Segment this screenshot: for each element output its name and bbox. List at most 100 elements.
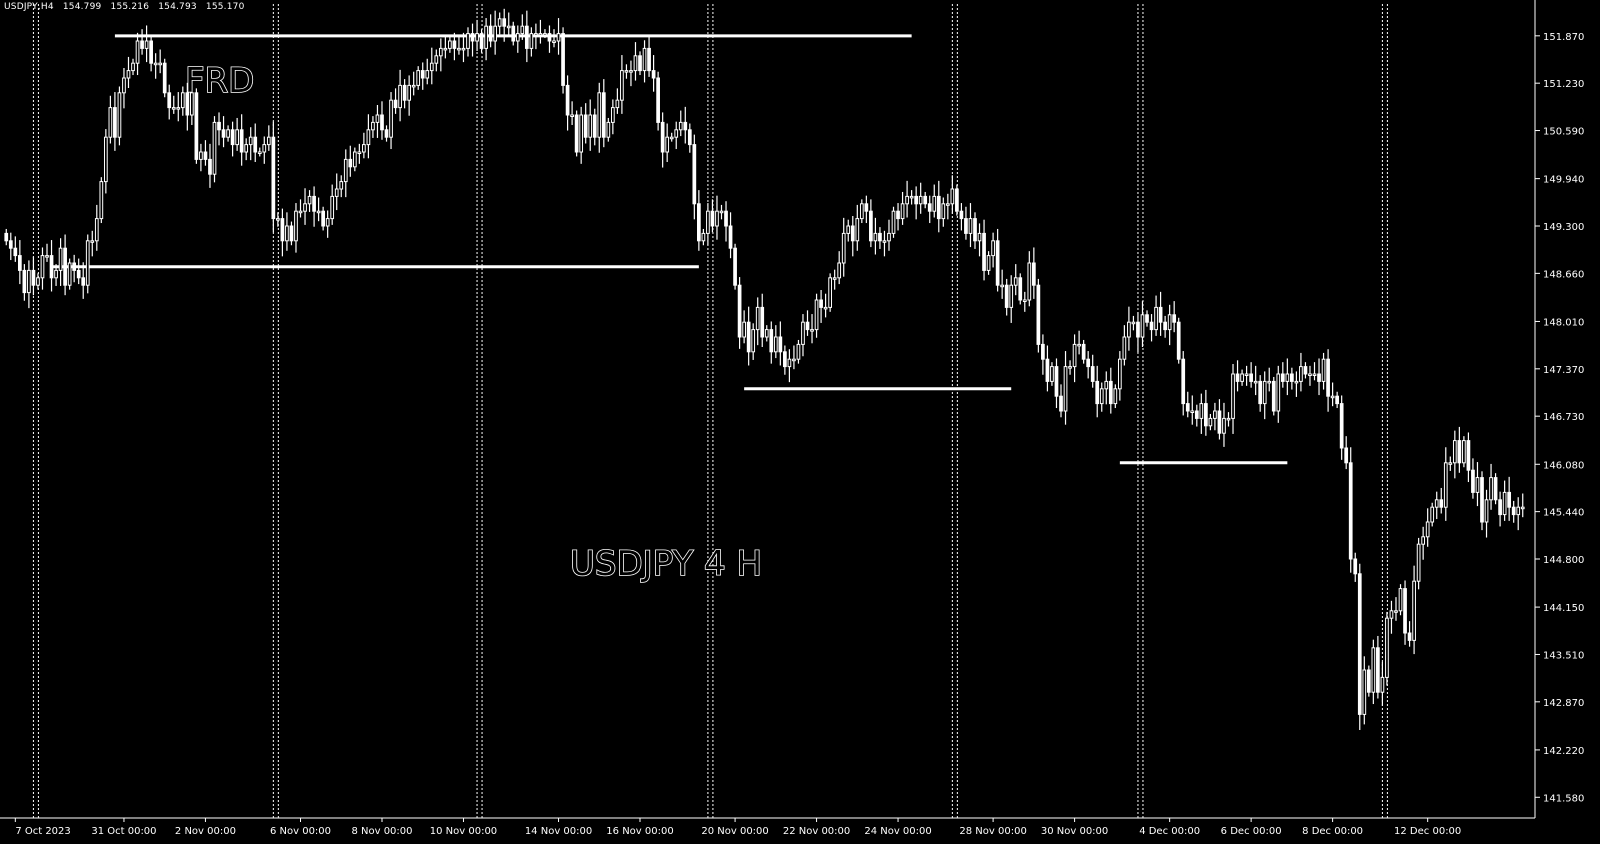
candle-body <box>1145 314 1149 323</box>
candle-body <box>850 225 855 242</box>
candle-body <box>357 151 362 154</box>
candle-body <box>832 277 837 280</box>
candle-body <box>515 33 520 42</box>
candle-body <box>814 299 819 331</box>
candle-body <box>801 321 805 345</box>
candle-body <box>176 107 181 110</box>
candle-body <box>1398 588 1403 612</box>
price-tick-label: 146.730 <box>1543 412 1584 423</box>
candle-body <box>371 121 375 131</box>
candle-body <box>642 47 647 72</box>
candle-body <box>588 114 593 138</box>
candle-body <box>769 329 774 353</box>
candle-body <box>457 47 461 51</box>
candle-body <box>493 25 498 42</box>
candle-body <box>22 269 27 294</box>
candle-body <box>72 262 77 271</box>
candle-body <box>452 40 457 49</box>
candle-body <box>90 240 95 243</box>
candle-body <box>1000 284 1005 288</box>
candle-body <box>307 195 312 205</box>
candle-body <box>1308 373 1312 376</box>
candle-body <box>1276 373 1281 412</box>
candle-body <box>49 255 54 279</box>
candle-body <box>534 33 538 36</box>
candle-body <box>466 33 470 49</box>
candle-body <box>1172 314 1177 323</box>
candle-body <box>1222 417 1226 434</box>
candle-body <box>244 144 249 153</box>
candle-body <box>1240 373 1244 382</box>
candle-body <box>1371 647 1376 693</box>
candle-body <box>1339 403 1344 449</box>
candle-body <box>995 240 1000 286</box>
candle-body <box>647 47 651 72</box>
candle-body <box>1466 440 1471 471</box>
candle-body <box>1271 380 1276 412</box>
price-tick-label: 149.300 <box>1543 222 1584 233</box>
price-tick-label: 143.510 <box>1543 650 1584 661</box>
time-tick-label: 10 Nov 00:00 <box>430 826 497 837</box>
candle-body <box>1493 477 1498 501</box>
candle-body <box>438 47 443 57</box>
candle-body <box>638 55 642 72</box>
candle-body <box>592 114 597 138</box>
candle-body <box>805 321 810 331</box>
candle-body <box>1480 477 1484 523</box>
candle-body <box>706 210 710 234</box>
candle-body <box>352 151 357 168</box>
candle-body <box>199 151 203 160</box>
candle-body <box>1425 521 1430 538</box>
candle-body <box>719 210 724 214</box>
candle-body <box>973 218 977 242</box>
candle-body <box>67 262 72 286</box>
candle-body <box>384 129 389 138</box>
candle-body <box>502 18 507 27</box>
candle-body <box>819 299 823 308</box>
candle-body <box>212 121 217 175</box>
candle-body <box>1353 558 1358 575</box>
candle-body <box>1362 669 1367 715</box>
candle-body <box>1376 647 1380 693</box>
candle-body <box>914 195 919 205</box>
candle-body <box>45 255 49 258</box>
candle-body <box>1131 321 1136 325</box>
candle-body <box>461 47 466 51</box>
candle-body <box>1489 477 1493 501</box>
candle-body <box>429 62 434 72</box>
candle-body <box>574 114 579 153</box>
candle-body <box>497 18 502 27</box>
candle-body <box>1520 506 1525 510</box>
candle-body <box>1471 469 1475 493</box>
time-tick-label: 14 Nov 00:00 <box>525 826 592 837</box>
candle-body <box>610 107 615 123</box>
candle-body <box>783 351 787 368</box>
candle-body <box>343 158 348 183</box>
candle-body <box>348 158 353 168</box>
candle-body <box>1027 262 1032 301</box>
candle-body <box>552 40 556 43</box>
candle-body <box>810 329 814 332</box>
candle-body <box>859 203 864 220</box>
candle-body <box>1041 343 1045 360</box>
candle-body <box>380 114 384 131</box>
candle-body <box>1140 314 1145 338</box>
candle-body <box>692 144 697 205</box>
candle-body <box>1253 380 1258 384</box>
candle-body <box>266 136 271 146</box>
candle-body <box>986 255 991 271</box>
candle-body <box>1443 462 1448 508</box>
candle-body <box>420 70 425 79</box>
time-tick-label: 6 Dec 00:00 <box>1221 826 1282 837</box>
candle-body <box>733 247 737 286</box>
candle-body <box>1344 447 1349 464</box>
candle-body <box>36 277 40 286</box>
candle-body <box>1045 358 1050 382</box>
price-tick-label: 146.080 <box>1543 460 1584 471</box>
candle-body <box>715 210 719 227</box>
candle-body <box>529 33 534 49</box>
candle-body <box>144 40 149 49</box>
price-tick-label: 142.870 <box>1543 698 1584 709</box>
